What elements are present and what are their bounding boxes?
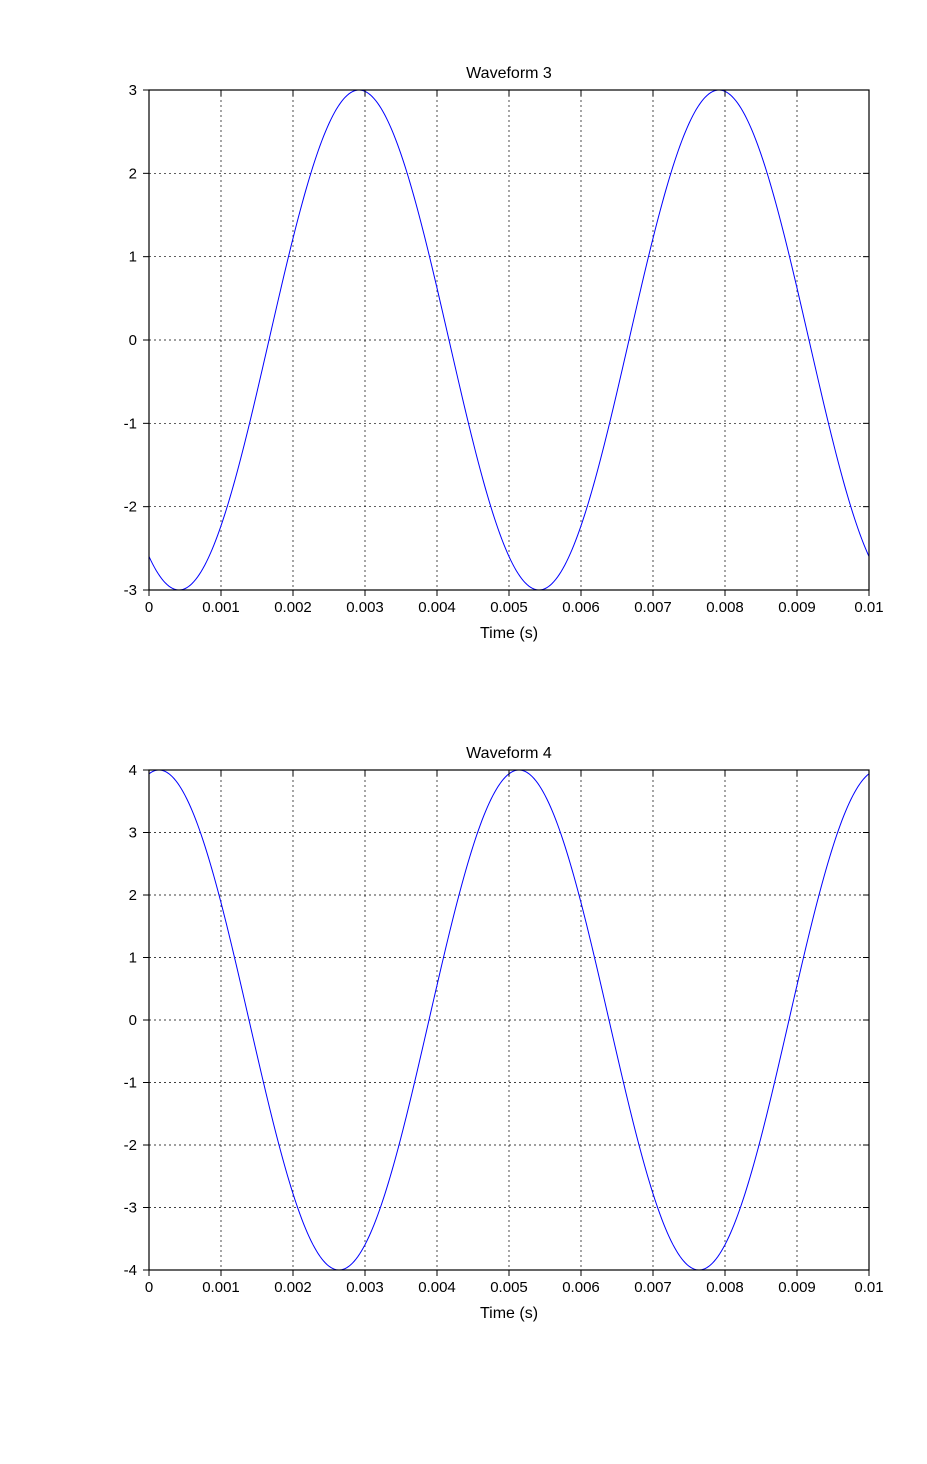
y-tick-label: -2: [123, 1137, 136, 1154]
chart-title: Waveform 3: [466, 65, 552, 82]
x-tick-label: 0.007: [634, 599, 672, 616]
x-tick-label: 0.006: [562, 1279, 600, 1296]
x-tick-label: 0.01: [854, 599, 883, 616]
y-tick-label: 1: [128, 950, 136, 967]
x-tick-label: 0.001: [202, 1279, 240, 1296]
x-axis-label: Time (s): [479, 1305, 537, 1322]
chart-1: 0 0.001 0.002 0.003 0.004 0.005 0.006 0.007 0.00…: [39, 720, 889, 1340]
x-tick-labels: 0 0.001 0.002 0.003 0.004 0.005 0.006 0.007 0.00…: [144, 599, 883, 616]
y-tick-labels: -3 -2 -1 0 1 2 3: [123, 82, 136, 599]
x-tick-label: 0.007: [634, 1279, 672, 1296]
x-tick-label: 0.003: [346, 1279, 384, 1296]
y-tick-label: -4: [123, 1262, 136, 1279]
y-tick-labels: -4 -3 -2 -1 0 1 2 3 4: [123, 762, 136, 1279]
y-tick-label: 2: [128, 887, 136, 904]
x-tick-label: 0.005: [490, 599, 528, 616]
y-tick-label: 3: [128, 82, 136, 99]
y-tick-label: -2: [123, 499, 136, 516]
x-tick-label: 0.004: [418, 599, 456, 616]
y-tick-label: 1: [128, 249, 136, 266]
x-tick-label: 0.01: [854, 1279, 883, 1296]
chart-title: Waveform 4: [466, 745, 552, 762]
x-tick-label: 0.004: [418, 1279, 456, 1296]
x-tick-label: 0.008: [706, 1279, 744, 1296]
x-tick-label: 0.008: [706, 599, 744, 616]
y-tick-label: 4: [128, 762, 136, 779]
y-tick-label: -1: [123, 1075, 136, 1092]
x-tick-label: 0.002: [274, 599, 312, 616]
y-tick-label: 2: [128, 165, 136, 182]
x-tick-label: 0.001: [202, 599, 240, 616]
x-tick-label: 0: [144, 599, 152, 616]
x-tick-label: 0.009: [778, 599, 816, 616]
x-tick-label: 0.006: [562, 599, 600, 616]
page: 0 0.001 0.002 0.003 0.004 0.005 0.006 0.007 0.00…: [0, 0, 927, 1460]
x-tick-labels: 0 0.001 0.002 0.003 0.004 0.005 0.006 0.007 0.00…: [144, 1279, 883, 1296]
x-tick-label: 0.005: [490, 1279, 528, 1296]
y-tick-label: 0: [128, 1012, 136, 1029]
x-tick-label: 0: [144, 1279, 152, 1296]
y-tick-label: -1: [123, 415, 136, 432]
y-tick-label: -3: [123, 582, 136, 599]
x-tick-label: 0.002: [274, 1279, 312, 1296]
chart-wrap-1: 0 0.001 0.002 0.003 0.004 0.005 0.006 0.007 0.00…: [39, 720, 889, 1340]
y-tick-label: 3: [128, 825, 136, 842]
y-tick-label: 0: [128, 332, 136, 349]
x-tick-label: 0.003: [346, 599, 384, 616]
x-tick-label: 0.009: [778, 1279, 816, 1296]
y-tick-label: -3: [123, 1200, 136, 1217]
charts-container: 0 0.001 0.002 0.003 0.004 0.005 0.006 0.007 0.00…: [0, 40, 927, 1340]
chart-wrap-0: 0 0.001 0.002 0.003 0.004 0.005 0.006 0.007 0.00…: [39, 40, 889, 660]
x-axis-label: Time (s): [479, 625, 537, 642]
chart-0: 0 0.001 0.002 0.003 0.004 0.005 0.006 0.007 0.00…: [39, 40, 889, 660]
